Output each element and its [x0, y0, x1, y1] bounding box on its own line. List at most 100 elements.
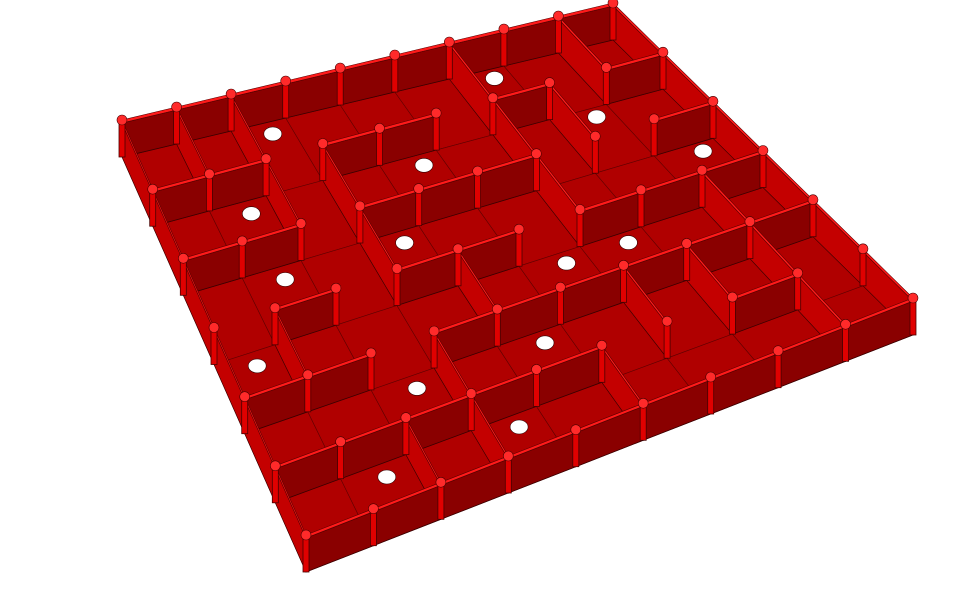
maze-post	[572, 430, 580, 468]
maze-post	[663, 321, 671, 359]
maze-post	[533, 154, 540, 192]
maze-post	[302, 535, 310, 573]
maze-post	[698, 170, 706, 208]
maze-post-cap	[236, 235, 248, 247]
maze-post	[659, 52, 667, 90]
maze-post	[598, 345, 606, 383]
maze-post-cap	[260, 153, 272, 164]
maze-post	[432, 113, 440, 151]
maze-post	[602, 68, 610, 105]
maze-post-cap	[661, 315, 673, 327]
maze-post-cap	[354, 200, 366, 212]
maze-post-cap	[178, 252, 189, 264]
maze-post-cap	[374, 123, 385, 134]
maze-post	[319, 144, 327, 181]
maze-post-cap	[368, 503, 379, 515]
maze-post	[591, 136, 599, 174]
maze-post	[609, 3, 617, 41]
maze-post-cap	[574, 204, 586, 215]
maze-post-cap	[792, 267, 804, 279]
maze-post-cap	[727, 291, 738, 303]
maze-post-cap	[413, 183, 425, 194]
maze-post	[205, 174, 213, 212]
maze-post-cap	[300, 529, 312, 541]
maze-post-cap	[204, 168, 215, 180]
maze-post	[241, 397, 249, 435]
maze-post-cap	[435, 476, 447, 488]
maze-post	[533, 369, 540, 407]
maze-post-cap	[502, 450, 514, 462]
maze-post-cap	[498, 23, 510, 35]
wall-hole	[247, 358, 267, 374]
maze-post	[467, 394, 475, 431]
maze-post	[376, 128, 383, 166]
maze-post	[271, 466, 279, 504]
maze-post-cap	[452, 243, 464, 255]
maze-post	[336, 68, 344, 106]
maze-post	[437, 482, 445, 520]
maze-post	[729, 297, 736, 335]
maze-post	[210, 328, 218, 365]
wall-hole	[619, 235, 638, 250]
maze-post	[430, 331, 438, 369]
maze-holes	[242, 71, 713, 485]
maze-post	[297, 223, 305, 261]
maze-post-cap	[707, 96, 719, 107]
maze-post-cap	[596, 339, 608, 351]
maze-post-cap	[487, 92, 499, 104]
maze-post-cap	[555, 281, 566, 293]
wall-hole	[557, 255, 576, 271]
maze-post-cap	[531, 148, 542, 159]
maze-post	[282, 81, 290, 119]
maze-post-cap	[531, 364, 542, 375]
maze-post-cap	[330, 282, 342, 294]
maze-post-cap	[116, 114, 128, 126]
wall-hole	[407, 381, 427, 396]
maze-post	[859, 249, 867, 287]
maze-post-cap	[400, 412, 412, 423]
maze-post	[650, 119, 658, 157]
maze-posts	[116, 0, 919, 573]
maze-post-cap	[365, 347, 377, 359]
maze-post-cap	[280, 75, 292, 87]
wall-hole	[509, 419, 529, 435]
maze-post	[794, 273, 802, 311]
maze-post-cap	[317, 138, 329, 149]
maze-post-cap	[239, 391, 250, 403]
maze-post	[493, 309, 501, 347]
wall-hole	[414, 158, 434, 173]
maze-walls	[121, 2, 914, 573]
maze-post	[809, 200, 817, 238]
maze-post-cap	[553, 10, 564, 22]
maze-post-cap	[744, 216, 756, 227]
maze-post	[637, 190, 645, 228]
maze-post	[620, 265, 627, 303]
maze-post	[504, 456, 512, 494]
maze-post	[909, 298, 917, 336]
maze-post	[118, 120, 126, 158]
maze-post-cap	[472, 165, 483, 177]
maze-post	[391, 55, 399, 93]
maze-post-cap	[225, 88, 237, 100]
maze-post-cap	[465, 388, 477, 399]
maze-post-cap	[443, 36, 455, 48]
maze-post	[576, 210, 584, 247]
maze-post-cap	[589, 130, 601, 142]
maze-post	[445, 42, 453, 80]
maze-post	[515, 229, 523, 267]
maze-post	[149, 189, 157, 227]
wall-hole	[275, 272, 295, 287]
maze-post-cap	[807, 194, 819, 205]
maze-post	[415, 189, 423, 227]
maze-post-cap	[513, 223, 525, 235]
maze-post-cap	[907, 292, 919, 304]
maze-post-cap	[857, 243, 869, 255]
maze-post	[555, 16, 562, 54]
maze-post	[262, 159, 270, 197]
maze-post	[454, 249, 462, 287]
maze-post-cap	[637, 397, 649, 409]
maze-post-cap	[391, 263, 403, 274]
wall-hole	[263, 126, 283, 142]
